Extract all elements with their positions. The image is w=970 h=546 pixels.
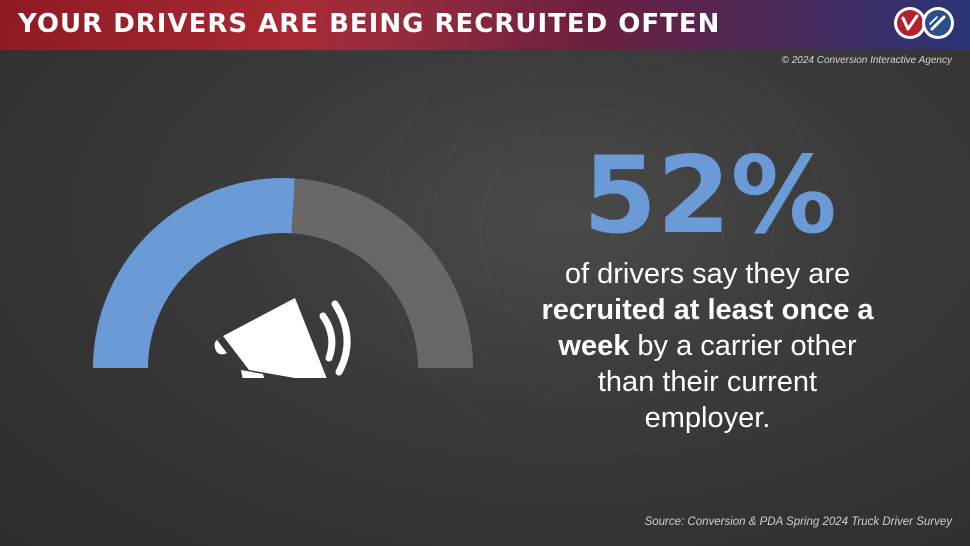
stat-value: 52% xyxy=(583,134,837,257)
source-citation: Source: Conversion & PDA Spring 2024 Tru… xyxy=(644,516,952,528)
brand-logo-red xyxy=(894,7,926,39)
stat-description-rest: by a carrier other than their current em… xyxy=(597,330,857,434)
brand-logo-blue xyxy=(922,7,954,39)
page-title: YOUR DRIVERS ARE BEING RECRUITED OFTEN xyxy=(18,9,721,39)
road-icon xyxy=(929,15,946,31)
brand-logo-blue-fill xyxy=(925,10,951,36)
title-banner: YOUR DRIVERS ARE BEING RECRUITED OFTEN xyxy=(0,0,970,50)
banner-shine xyxy=(0,0,970,50)
stat-description-line1: of drivers say they are xyxy=(564,258,851,290)
copyright-text: © 2024 Conversion Interactive Agency xyxy=(781,55,952,66)
gauge-remaining-arc xyxy=(291,178,473,368)
checkmark-icon xyxy=(901,14,919,31)
stat-description-bold: recruited at least once a week xyxy=(541,294,874,362)
stat-description: of drivers say they are recruited at leas… xyxy=(535,256,880,436)
gauge-chart xyxy=(93,178,473,378)
brand-logo-red-fill xyxy=(897,10,923,36)
gauge-filled-arc xyxy=(93,178,295,368)
megaphone-icon xyxy=(214,298,351,378)
